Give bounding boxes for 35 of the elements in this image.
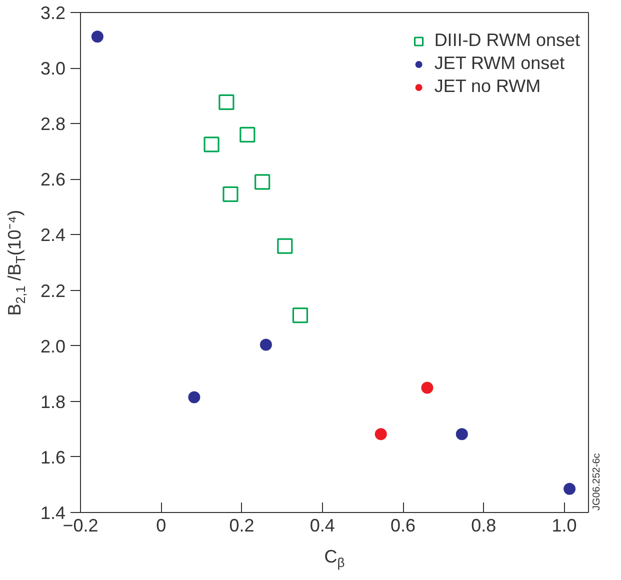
point — [258, 338, 273, 352]
y-tick-label: 2.8 — [40, 114, 66, 134]
point — [420, 380, 434, 395]
y-tick-label: 2.2 — [40, 280, 66, 301]
point — [222, 186, 238, 202]
point — [187, 390, 202, 404]
point — [292, 307, 308, 324]
x-tick-label: 0.8 — [471, 516, 496, 536]
y-axis-title: B2,1 /BT(10⁻⁴) — [4, 210, 28, 316]
legend-label: JET no RWM — [434, 76, 541, 97]
point — [204, 136, 220, 152]
y-tick-label: 1.6 — [40, 447, 66, 468]
legend-label: DIII-D RWM onset — [434, 30, 580, 51]
point — [218, 94, 234, 110]
x-tick-label: 0.2 — [229, 516, 254, 536]
point — [254, 174, 270, 190]
y-tick-label: 3.2 — [40, 3, 66, 23]
x-tick-label: 0.6 — [390, 516, 416, 536]
y-tick-label: 1.8 — [40, 392, 66, 412]
legend-label: JET RWM onset — [434, 53, 565, 74]
y-tick-label: 2.6 — [40, 170, 66, 190]
point — [240, 126, 256, 143]
point — [562, 482, 577, 496]
y-tick-label: 2.4 — [40, 225, 66, 246]
x-tick-label: 0.4 — [310, 516, 335, 536]
x-tick-label: 0 — [156, 516, 166, 536]
y-tick-label: 3.0 — [40, 58, 66, 79]
point — [454, 427, 469, 442]
point — [90, 30, 104, 44]
point — [277, 238, 293, 254]
point — [374, 427, 388, 442]
text: JG06.252-6c — [592, 453, 602, 510]
y-tick-label: 2.0 — [40, 336, 66, 356]
y-tick-label: 1.4 — [40, 503, 66, 523]
x-tick-label: 1.0 — [552, 516, 577, 536]
